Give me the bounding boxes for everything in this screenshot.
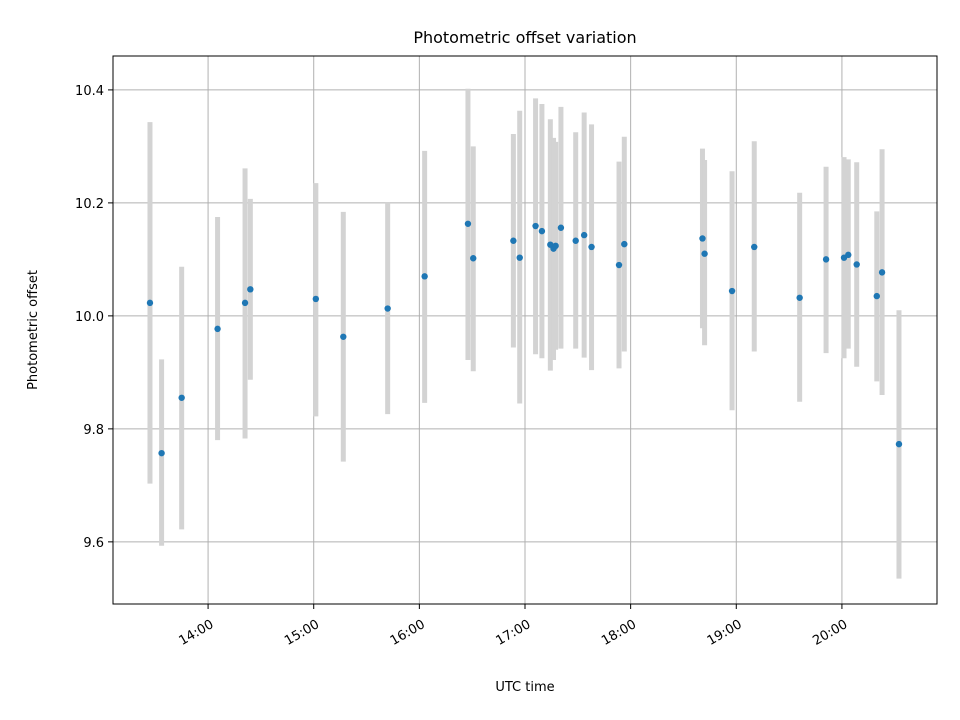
data-point — [895, 440, 903, 448]
x-axis-label: UTC time — [495, 680, 554, 695]
y-tick-label: 9.6 — [83, 536, 104, 551]
data-point — [701, 250, 708, 257]
data-point — [796, 294, 803, 301]
y-axis-ticks: 9.6 9.8 10.0 10.2 10.4 — [75, 84, 113, 551]
data-point — [241, 299, 249, 307]
y-tick-label: 9.8 — [83, 423, 104, 438]
data-point — [615, 261, 623, 269]
data-point — [146, 299, 154, 307]
data-point — [516, 254, 523, 261]
data-point — [878, 269, 886, 276]
data-point — [384, 305, 391, 312]
data-point — [580, 231, 588, 239]
y-tick-label: 10.2 — [75, 197, 104, 212]
data-point — [751, 243, 758, 251]
y-tick-label: 10.4 — [75, 84, 104, 99]
chart-title: Photometric offset variation — [413, 28, 636, 47]
data-point — [247, 286, 254, 293]
data-point — [214, 325, 221, 333]
y-tick-label: 10.0 — [75, 310, 104, 325]
data-point — [178, 394, 185, 401]
data-point — [557, 224, 565, 231]
data-point — [728, 287, 736, 295]
data-point — [822, 256, 830, 263]
data-point — [312, 295, 320, 303]
data-point — [873, 292, 880, 300]
data-point — [853, 261, 860, 268]
data-point — [699, 235, 706, 242]
data-point — [464, 220, 472, 227]
data-points — [146, 220, 903, 457]
data-point — [572, 237, 579, 244]
data-point — [510, 237, 517, 244]
data-point — [552, 242, 559, 250]
data-point — [845, 251, 852, 259]
data-point — [621, 240, 628, 248]
data-point — [158, 449, 165, 457]
data-point — [588, 243, 595, 251]
data-point — [470, 255, 477, 262]
data-point — [340, 333, 347, 340]
data-point — [532, 222, 539, 230]
data-point — [421, 273, 428, 280]
y-axis-label: Photometric offset — [26, 270, 41, 390]
data-point — [538, 227, 546, 235]
